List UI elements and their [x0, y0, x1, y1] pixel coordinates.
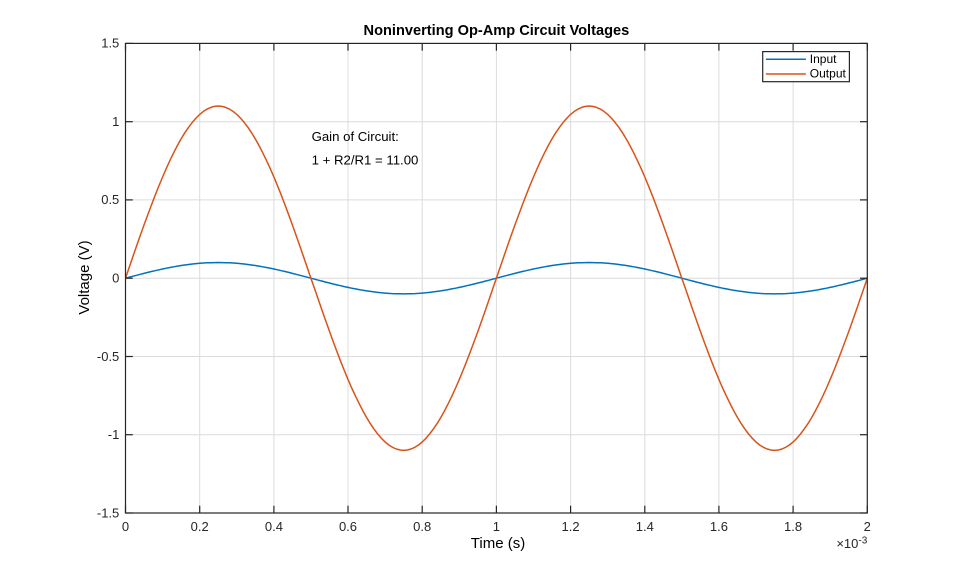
svg-text:2: 2 [864, 519, 871, 534]
svg-text:0.8: 0.8 [413, 519, 431, 534]
svg-text:0.6: 0.6 [339, 519, 357, 534]
svg-text:0.5: 0.5 [101, 192, 119, 207]
svg-text:1.5: 1.5 [101, 36, 119, 51]
svg-text:Output: Output [810, 67, 847, 81]
svg-text:1.2: 1.2 [562, 519, 580, 534]
svg-text:1: 1 [493, 519, 500, 534]
svg-text:Gain of Circuit:: Gain of Circuit: [312, 129, 399, 144]
svg-text:0: 0 [112, 271, 119, 286]
svg-text:1.4: 1.4 [636, 519, 654, 534]
svg-text:1.6: 1.6 [710, 519, 728, 534]
svg-text:Input: Input [810, 52, 837, 66]
svg-text:Voltage (V): Voltage (V) [76, 240, 93, 314]
svg-text:Noninverting Op-Amp Circuit Vo: Noninverting Op-Amp Circuit Voltages [364, 23, 630, 39]
svg-text:0.2: 0.2 [191, 519, 209, 534]
svg-text:0.4: 0.4 [265, 519, 283, 534]
svg-text:-1.5: -1.5 [97, 505, 119, 520]
svg-text:-0.5: -0.5 [97, 349, 119, 364]
svg-text:1: 1 [112, 114, 119, 129]
svg-text:0: 0 [122, 519, 129, 534]
svg-text:-1: -1 [108, 427, 120, 442]
svg-text:1.8: 1.8 [784, 519, 802, 534]
svg-text:1 + R2/R1 = 11.00: 1 + R2/R1 = 11.00 [312, 152, 419, 167]
svg-text:Time (s): Time (s) [471, 535, 525, 552]
